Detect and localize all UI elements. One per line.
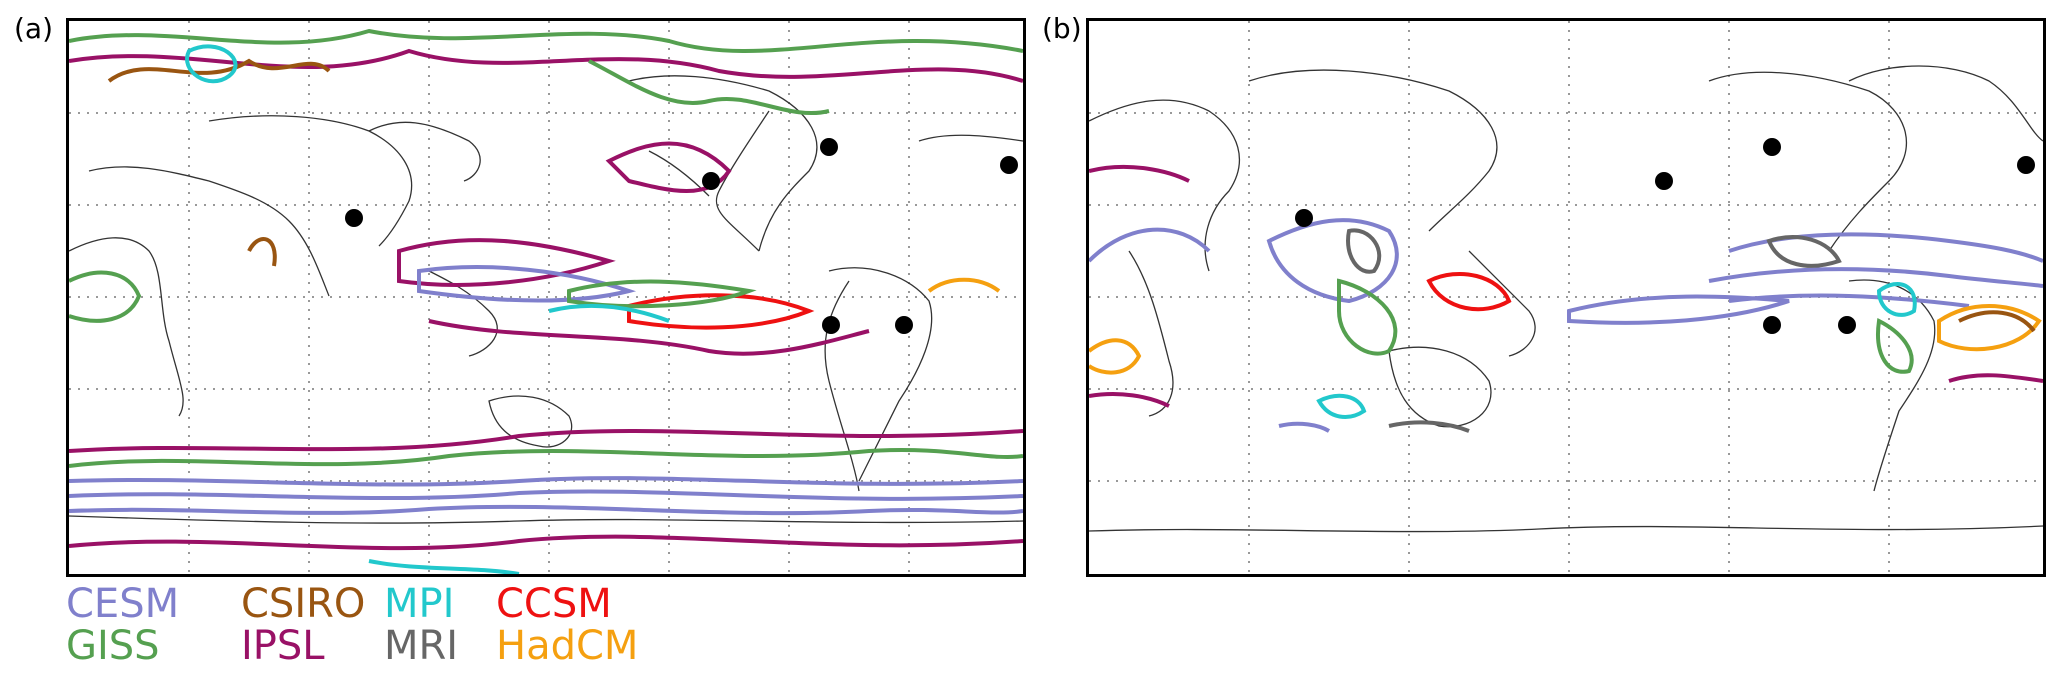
station-marker bbox=[1295, 209, 1313, 227]
panel-b-coastlines bbox=[1089, 65, 2043, 533]
contour-cesm bbox=[1728, 293, 1970, 308]
model-legend: CESM CSIRO MPI CCSM GISS IPSL MRI HadCM bbox=[66, 582, 686, 672]
contour-ipsl bbox=[1089, 164, 1190, 183]
panel-b-contours bbox=[1089, 164, 2043, 433]
contour-giss bbox=[588, 59, 830, 116]
contour-cesm bbox=[417, 265, 637, 303]
legend-item-ccsm: CCSM bbox=[496, 581, 612, 627]
contour-ccsm bbox=[627, 293, 815, 330]
legend-item-cesm: CESM bbox=[66, 581, 180, 627]
legend-item-mpi: MPI bbox=[384, 581, 455, 627]
station-marker bbox=[822, 316, 840, 334]
contour-giss bbox=[1876, 317, 1914, 374]
contour-giss bbox=[1337, 278, 1398, 356]
contour-mri bbox=[1766, 235, 1842, 268]
contour-ipsl bbox=[69, 429, 1023, 453]
contour-ipsl bbox=[1089, 392, 1170, 408]
contour-ipsl bbox=[1948, 373, 2043, 383]
contour-hadcm bbox=[1937, 304, 2042, 352]
contour-cesm bbox=[69, 476, 1023, 487]
contour-cesm bbox=[1278, 421, 1331, 433]
station-marker bbox=[702, 172, 720, 190]
contour-giss bbox=[69, 270, 142, 323]
contour-cesm bbox=[1708, 267, 2043, 288]
panel-a-station-markers bbox=[345, 138, 1018, 334]
contour-mpi bbox=[1316, 393, 1367, 419]
contour-mpi bbox=[185, 44, 238, 84]
station-marker bbox=[1655, 172, 1673, 190]
contour-ipsl bbox=[69, 534, 1023, 551]
station-marker bbox=[1763, 316, 1781, 334]
contour-hadcm bbox=[927, 277, 1001, 293]
contour-giss bbox=[69, 447, 1023, 468]
panel-a-label: (a) bbox=[14, 12, 54, 45]
legend-item-mri: MRI bbox=[384, 623, 459, 669]
station-marker bbox=[1000, 156, 1018, 174]
contour-mpi bbox=[548, 303, 670, 323]
contour-hadcm bbox=[1089, 338, 1142, 375]
contour-csiro bbox=[247, 237, 277, 267]
panel-b-map bbox=[1086, 18, 2046, 577]
panel-a-coastlines bbox=[69, 75, 1023, 524]
panel-a-map bbox=[66, 18, 1026, 577]
contour-mpi bbox=[368, 559, 520, 574]
contour-mpi bbox=[1876, 281, 1917, 317]
station-marker bbox=[895, 316, 913, 334]
contour-ipsl bbox=[69, 48, 1023, 83]
legend-item-hadcm: HadCM bbox=[496, 623, 639, 669]
contour-ipsl bbox=[428, 319, 870, 356]
contour-giss bbox=[69, 28, 1023, 53]
contour-mri bbox=[1346, 228, 1382, 274]
contour-ccsm bbox=[1426, 272, 1512, 312]
contour-cesm bbox=[1089, 227, 1211, 263]
legend-item-ipsl: IPSL bbox=[241, 623, 325, 669]
station-marker bbox=[1838, 316, 1856, 334]
contour-ipsl bbox=[605, 141, 732, 193]
contour-cesm bbox=[69, 504, 1023, 516]
contour-cesm bbox=[1266, 218, 1399, 304]
legend-item-csiro: CSIRO bbox=[241, 581, 366, 627]
contour-cesm bbox=[1567, 294, 1790, 325]
station-marker bbox=[2017, 156, 2035, 174]
panel-b-gridlines bbox=[1089, 21, 2043, 574]
panel-b-map-canvas bbox=[1089, 21, 2043, 574]
panel-b-station-markers bbox=[1295, 138, 2035, 334]
contour-mri bbox=[1388, 420, 1470, 433]
panel-a-map-canvas bbox=[69, 21, 1023, 574]
legend-item-giss: GISS bbox=[66, 623, 160, 669]
station-marker bbox=[820, 138, 838, 156]
panel-a-contours bbox=[69, 28, 1023, 574]
contour-ipsl bbox=[397, 238, 616, 287]
contour-csiro bbox=[107, 58, 331, 83]
contour-cesm bbox=[69, 489, 1023, 501]
panel-b-label: (b) bbox=[1042, 12, 1082, 45]
contour-csiro bbox=[1958, 310, 2036, 333]
station-marker bbox=[345, 209, 363, 227]
station-marker bbox=[1763, 138, 1781, 156]
